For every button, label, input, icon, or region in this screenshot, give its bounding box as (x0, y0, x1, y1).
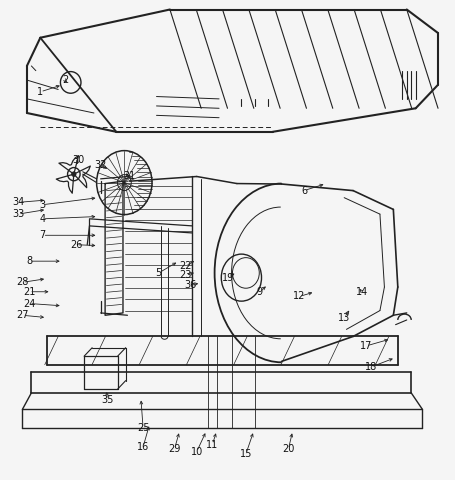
Circle shape (71, 172, 76, 177)
Text: 19: 19 (222, 273, 233, 283)
Text: 12: 12 (293, 291, 305, 301)
Text: 4: 4 (40, 214, 46, 224)
Text: 27: 27 (16, 310, 29, 320)
Text: 24: 24 (23, 299, 35, 309)
Text: 17: 17 (359, 341, 372, 351)
Text: 6: 6 (300, 186, 306, 196)
Text: 35: 35 (101, 395, 113, 405)
Text: 10: 10 (190, 447, 202, 456)
Text: 8: 8 (26, 256, 32, 266)
Text: 21: 21 (23, 287, 35, 297)
Text: 22: 22 (179, 261, 192, 271)
Text: 28: 28 (16, 277, 29, 288)
Text: 26: 26 (70, 240, 82, 250)
Text: 31: 31 (123, 171, 136, 181)
Text: 34: 34 (12, 197, 24, 207)
Text: 29: 29 (168, 444, 180, 455)
Text: 11: 11 (206, 440, 218, 450)
Text: 3: 3 (40, 200, 46, 210)
Text: 16: 16 (136, 442, 149, 452)
Text: 23: 23 (179, 270, 191, 280)
Text: 33: 33 (12, 209, 24, 219)
Text: 1: 1 (37, 87, 43, 97)
Text: 25: 25 (136, 423, 149, 433)
Text: 7: 7 (39, 230, 46, 240)
Text: 30: 30 (72, 155, 84, 165)
Text: 13: 13 (337, 312, 349, 323)
Text: 20: 20 (282, 444, 294, 455)
Text: 36: 36 (183, 280, 196, 290)
Text: 18: 18 (364, 362, 376, 372)
Text: 32: 32 (94, 160, 106, 170)
Text: 9: 9 (256, 287, 262, 297)
Text: 2: 2 (61, 75, 68, 85)
Text: 14: 14 (355, 287, 367, 297)
Text: 5: 5 (155, 268, 162, 278)
Text: 15: 15 (239, 449, 252, 459)
